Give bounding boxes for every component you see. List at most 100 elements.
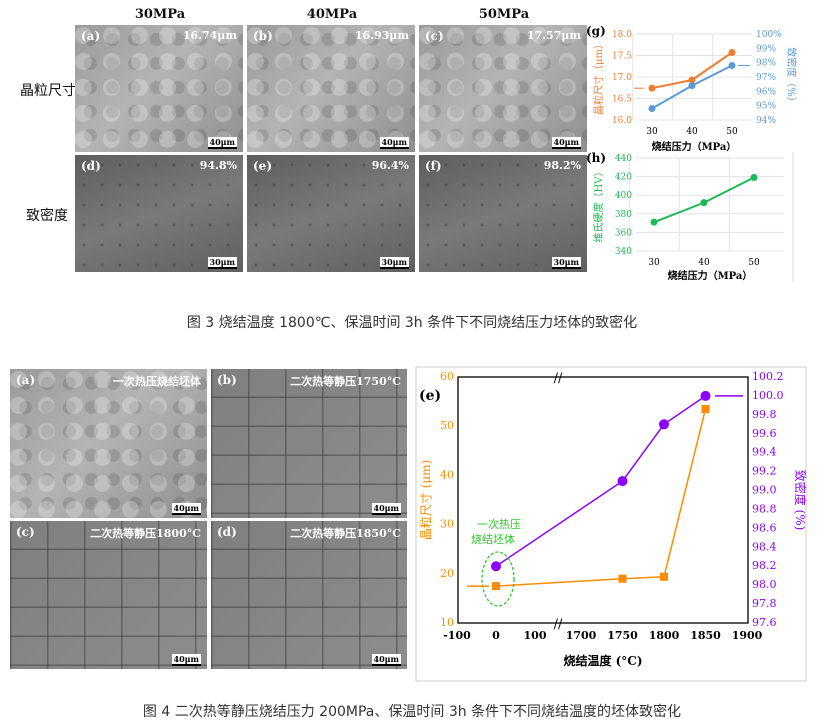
data-point	[688, 82, 696, 90]
y-axis-title: 晶粒尺寸 (μm)	[418, 460, 433, 540]
x-tick-label: 1800	[649, 629, 680, 642]
y2-axis-title: 致密度（%）	[785, 47, 798, 107]
row-label-grain-size: 晶粒尺寸	[20, 83, 76, 99]
panel-value: 二次热等静压1750°C	[290, 375, 401, 388]
data-point	[728, 62, 736, 70]
chart-e: 10 20 30 40 50 60 97.6 97.8 98.0 98.2 98.4 98.6 98.8…	[415, 366, 807, 682]
micrograph: (a) 一次热压烧结坯体 40μm	[10, 369, 207, 518]
y-tick-label: 20	[440, 567, 454, 580]
y-tick-label: 60	[440, 370, 454, 383]
data-point	[648, 84, 656, 92]
data-point	[750, 174, 758, 182]
scale-bar: 40μm	[379, 137, 409, 149]
panel-label: (a)	[81, 29, 101, 43]
panel-label: (c)	[16, 525, 35, 539]
y-tick-label: 400	[615, 191, 632, 201]
x-tick-label: 30	[646, 127, 658, 137]
y2-tick-label: 98%	[756, 59, 776, 69]
x-axis-title: 烧结压力（MPa）	[668, 269, 753, 282]
y-tick-label: 420	[615, 173, 632, 183]
scale-bar: 40μm	[371, 654, 401, 666]
data-point	[688, 76, 696, 84]
y-tick-label: 40	[440, 468, 454, 481]
data-point	[618, 574, 627, 583]
micrograph: (e) 96.4% 30μm	[247, 155, 415, 272]
y-tick-label: 10	[440, 616, 454, 629]
panel-value: 94.8%	[199, 159, 237, 172]
break-top: //	[554, 371, 563, 386]
panel-label: (d)	[217, 525, 237, 539]
x-tick-label: 40	[698, 258, 710, 268]
micrograph: (b) 二次热等静压1750°C 40μm	[211, 369, 407, 518]
y2-tick-label: 99%	[756, 44, 776, 54]
y2-tick-label: 96%	[756, 87, 776, 97]
x-tick-label: 50	[726, 127, 738, 137]
panel-label: (b)	[253, 29, 273, 43]
y2-tick-label: 99.0	[752, 484, 777, 497]
x-tick-label: 1900	[732, 629, 763, 642]
data-point	[648, 105, 656, 113]
data-point	[660, 572, 668, 581]
y-tick-label: 17.5	[612, 52, 632, 62]
y-tick-label: 50	[440, 419, 454, 432]
figure-3-caption: 图 3 烧结温度 1800℃、保温时间 3h 条件下不同烧结压力坯体的致密化	[186, 315, 638, 331]
y-tick-label: 30	[440, 518, 454, 531]
y2-tick-label: 99.4	[752, 446, 777, 459]
series-line	[495, 408, 707, 587]
x-tick-label: 100	[524, 629, 547, 642]
y-axis-title: 晶粒尺寸（μm）	[592, 39, 605, 115]
x-axis-title: 烧结温度 (°C)	[563, 653, 642, 668]
x-tick-label: 50	[748, 258, 760, 268]
panel-label: (e)	[419, 388, 441, 404]
x-tick-label: 1750	[607, 629, 638, 642]
panel-value: 16.74μm	[182, 29, 237, 42]
x-tick-label: 1700	[566, 629, 597, 642]
column-header: 30MPa	[134, 7, 186, 22]
y2-tick-label: 94%	[756, 116, 776, 126]
panel-value: 二次热等静压1800°C	[90, 527, 201, 540]
series-line	[495, 395, 706, 567]
micrograph: (b) 16.93μm 40μm	[247, 25, 415, 152]
y-tick-label: 18.0	[612, 30, 632, 40]
x-tick-label: 0	[492, 629, 500, 642]
panel-label: (g)	[586, 24, 606, 38]
y2-tick-label: 97.6	[752, 616, 777, 629]
y2-tick-label: 100.2	[752, 370, 784, 383]
panel-value: 16.93μm	[354, 29, 409, 42]
annotation-line2: 烧结坯体	[471, 532, 515, 546]
data-point	[700, 390, 711, 401]
y2-tick-label: 95%	[756, 102, 776, 112]
panel-label: (h)	[586, 152, 606, 165]
x-tick-label: -100	[443, 629, 471, 642]
panel-value: 98.2%	[543, 159, 581, 172]
data-point	[700, 199, 708, 207]
micrograph: (d) 94.8% 30μm	[75, 155, 243, 272]
plot-frame	[457, 376, 749, 624]
scale-bar: 40μm	[371, 503, 401, 515]
panel-value: 96.4%	[371, 159, 409, 172]
y2-tick-label: 99.8	[752, 408, 777, 421]
figure-4-caption: 图 4 二次热等静压烧结压力 200MPa、保温时间 3h 条件下不同烧结温度的…	[142, 704, 682, 720]
panel-value: 17.57μm	[526, 29, 581, 42]
panel-label: (f)	[425, 159, 442, 173]
scale-bar: 30μm	[551, 257, 581, 269]
y2-tick-label: 99.6	[752, 427, 777, 440]
y2-tick-label: 97.8	[752, 597, 777, 610]
micrograph: (c) 二次热等静压1800°C 40μm	[10, 521, 207, 669]
y2-tick-label: 98.2	[752, 559, 777, 572]
data-point	[617, 476, 628, 487]
y2-tick-label: 100.0	[752, 389, 784, 402]
y2-tick-label: 98.8	[752, 502, 777, 515]
y2-tick-label: 100%	[756, 30, 782, 40]
scale-bar: 40μm	[171, 503, 201, 515]
column-header: 40MPa	[306, 7, 358, 22]
x-tick-label: 40	[686, 127, 698, 137]
chart-frame	[415, 366, 807, 682]
data-point	[650, 218, 658, 226]
break-bottom: //	[554, 617, 563, 632]
scale-bar: 30μm	[207, 257, 237, 269]
y-tick-label: 340	[615, 247, 632, 257]
y2-tick-label: 98.4	[752, 540, 777, 553]
scale-bar: 30μm	[379, 257, 409, 269]
